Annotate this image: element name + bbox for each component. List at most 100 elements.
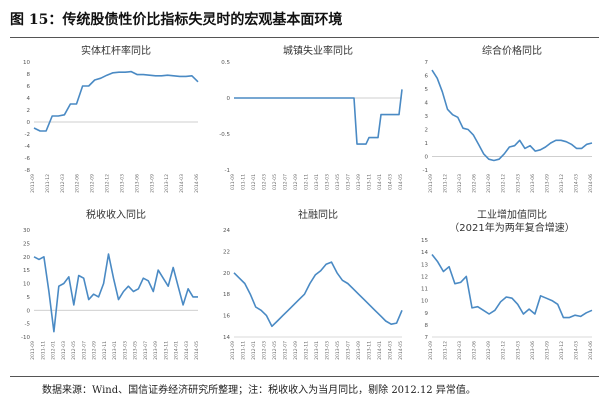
y-tick-label: 13 [421, 262, 428, 268]
x-tick-label: 2014-05 [398, 341, 404, 360]
chart-industrial-svg: 工业增加值同比（2021年为两年复合增速） 7 8 9 10 11 12 13 14 15 2011… [421, 208, 594, 360]
x-tick-label: 2013-09 [153, 341, 159, 360]
x-tick-label: 2013-03 [325, 341, 331, 360]
x-tick-label: 011-11 [241, 174, 247, 190]
x-tick-label: 2013-06 [134, 174, 140, 193]
series-line [233, 261, 403, 328]
x-tick-label: 2013-06 [530, 341, 536, 360]
y-tick-label: 14 [223, 335, 230, 341]
x-tick-label: 2012-11 [102, 341, 108, 360]
x-tick-label: 2012-05 [71, 341, 77, 360]
y-tick-label: 20 [23, 255, 30, 261]
y-tick-label: 0 [27, 120, 31, 126]
y-tick-label: -2 [25, 132, 30, 138]
series-line [431, 254, 593, 319]
y-tick-label: 5 [425, 87, 429, 93]
x-tick-label: 013-07 [346, 174, 352, 190]
x-tick-label: 2012-09 [90, 174, 96, 193]
x-tick-label: 2013-09 [544, 174, 550, 193]
x-tick-label: 2013-09 [149, 174, 155, 193]
chart-title: 税收收入同比 [86, 208, 146, 221]
y-tick-label: 14 [421, 250, 428, 256]
x-tick-label: 2012-06 [472, 341, 478, 360]
x-tick-label: 2013-11 [367, 341, 373, 360]
x-tick-label: 2012-03 [61, 341, 67, 360]
chart-leverage-svg: 实体杠杆率同比 -8 -6 -4 -2 0 2 4 6 8 10 2011-09 2011-12 2012… [23, 44, 200, 193]
y-tick-label: -5 [25, 322, 31, 328]
x-tick-label: 2011-11 [241, 341, 247, 360]
x-tick-label: 012-11 [304, 174, 310, 190]
y-tick-label: 0.5 [221, 60, 230, 66]
x-tick-label: 014-03 [388, 174, 394, 190]
x-tick-label: 2011-09 [30, 341, 36, 360]
x-tick-label: 2013-07 [143, 341, 149, 360]
x-tick-label: 2013-03 [122, 341, 128, 360]
y-tick-label: 10 [23, 282, 30, 288]
x-tick-label: 2013-11 [163, 341, 169, 360]
y-tick-label: 0 [27, 308, 31, 314]
x-tick-label: 2011-09 [428, 174, 434, 193]
chart-tax-svg: 税收收入同比 -10 -5 0 5 10 15 20 25 30 2011-09 2011-11 201… [21, 208, 200, 360]
y-tick-label: -4 [25, 144, 31, 150]
x-tick-label: 2011-09 [230, 341, 236, 360]
x-tick-label: 2012-12 [501, 341, 507, 360]
y-tick-label: 16 [223, 314, 230, 320]
series-line [234, 89, 403, 145]
y-tick-label: 10 [421, 299, 428, 305]
x-tick-label: 2012-03 [262, 341, 268, 360]
x-tick-label: 2012-11 [304, 341, 310, 360]
x-tick-label: 2014-06 [588, 174, 594, 193]
y-tick-label: 10 [23, 60, 30, 66]
x-tick-label: 2012-09 [486, 341, 492, 360]
x-tick-label: 2014-06 [588, 341, 594, 360]
y-tick-label: 0 [227, 96, 231, 102]
x-tick-label: 013-05 [335, 174, 341, 190]
x-tick-label: 2012-07 [81, 341, 87, 360]
y-tick-label: 18 [223, 292, 230, 298]
x-tick-label: 014-01 [377, 174, 383, 190]
x-tick-label: 2013-03 [515, 174, 521, 193]
x-tick-label: 2014-03 [573, 341, 579, 360]
y-tick-label: 24 [223, 228, 230, 234]
x-tick-label: 2011-12 [443, 174, 449, 193]
x-tick-label: 2012-03 [60, 174, 66, 193]
x-tick-label: 012-09 [293, 174, 299, 190]
chart-price: 综合价格同比 -1 0 1 2 3 4 5 6 7 2011-09 2011-12 2012-03 201… [416, 44, 596, 214]
y-tick-label: -1 [423, 168, 428, 174]
chart-price-svg: 综合价格同比 -1 0 1 2 3 4 5 6 7 2011-09 2011-12 2012-03 201… [423, 44, 594, 193]
x-tick-label: 014-05 [398, 174, 404, 190]
x-tick-label: 2011-12 [45, 174, 51, 193]
chart-unemployment-svg: 城镇失业率同比 -1 -0.5 0 0.5 011-09 011-11 012-01 012-0… [219, 44, 404, 190]
chart-title: 工业增加值同比 [477, 208, 547, 221]
y-tick-label: 11 [421, 287, 428, 293]
y-tick-label: 12 [421, 274, 428, 280]
y-tick-label: 7 [425, 335, 429, 341]
y-tick-label: 7 [425, 60, 429, 66]
x-tick-label: 012-07 [283, 174, 289, 190]
top-rule [10, 37, 599, 38]
x-tick-label: 2013-12 [559, 341, 565, 360]
x-tick-label: 2014-03 [179, 174, 185, 193]
y-tick-label: 3 [425, 114, 429, 120]
x-tick-label: 2012-06 [75, 174, 81, 193]
x-tick-label: 2011-09 [428, 341, 434, 360]
x-tick-label: 2013-05 [335, 341, 341, 360]
x-tick-label: 2013-03 [119, 174, 125, 193]
y-tick-label: -8 [25, 168, 31, 174]
x-tick-label: 2013-01 [112, 341, 118, 360]
x-tick-label: 2014-06 [194, 174, 200, 193]
series-line [33, 70, 199, 132]
x-tick-label: 2013-12 [164, 174, 170, 193]
chart-title: 综合价格同比 [482, 44, 542, 57]
x-tick-label: 2011-12 [443, 341, 449, 360]
chart-industrial: 工业增加值同比 （2021年为两年复合增速） 7 8 9 10 11 12 13 14 15 2011… [416, 208, 596, 373]
x-tick-label: 2012-09 [486, 174, 492, 193]
x-tick-label: 011-09 [230, 174, 236, 190]
y-tick-label: -6 [25, 156, 31, 162]
x-tick-label: 013-11 [367, 174, 373, 190]
x-tick-label: 2012-12 [501, 174, 507, 193]
chart-title: 实体杠杆率同比 [81, 44, 151, 57]
x-tick-label: 2012-03 [457, 341, 463, 360]
y-tick-label: 6 [425, 74, 429, 80]
x-tick-label: 012-03 [262, 174, 268, 190]
